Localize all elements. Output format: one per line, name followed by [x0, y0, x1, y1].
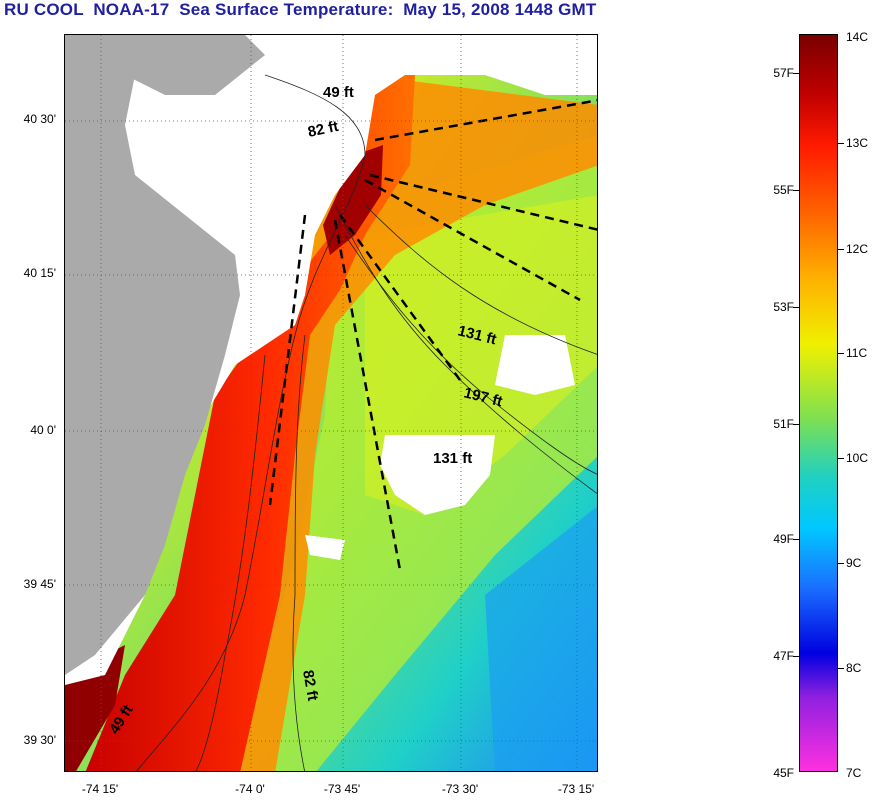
colorbar-f-57: 57F	[773, 66, 794, 80]
orange-sst-band	[225, 75, 597, 771]
colorbar-tick	[793, 307, 799, 308]
long-island-land	[65, 35, 265, 95]
colorbar-c-9: 9C	[846, 556, 862, 570]
sst-map-canvas: 49 ft 82 ft 131 ft 197 ft 131 ft 82 ft 4…	[65, 35, 597, 771]
depth-label-82ft-north: 82 ft	[306, 118, 340, 141]
colorbar-tick	[838, 353, 844, 354]
lat-label-40-30: 40 30'	[23, 112, 56, 126]
sst-map: 49 ft 82 ft 131 ft 197 ft 131 ft 82 ft 4…	[64, 34, 598, 772]
map-title: RU COOL NOAA-17 Sea Surface Temperature:…	[4, 0, 597, 19]
colorbar-c-13: 13C	[846, 136, 869, 150]
depth-label-131ft-south: 131 ft	[433, 450, 472, 467]
no-data-patch-small	[305, 535, 345, 560]
colorbar-c-12: 12C	[846, 242, 869, 256]
lon-label-73-15: -73 15'	[557, 782, 595, 796]
colorbar-tick	[838, 143, 844, 144]
colorbar-tick	[838, 668, 844, 669]
lat-label-40-15: 40 15'	[23, 266, 56, 280]
no-data-mask-nearshore	[65, 35, 597, 685]
graticule	[65, 35, 597, 771]
hudson-plume-warm-water	[323, 145, 383, 255]
colorbar-c-11: 11C	[846, 346, 868, 360]
colorbar-f-45: 45F	[773, 766, 794, 780]
colorbar-tick	[838, 249, 844, 250]
transect-lines	[268, 99, 597, 571]
colorbar-tick	[793, 73, 799, 74]
lon-label-73-45: -73 45'	[323, 782, 361, 796]
lon-label-74-15: -74 15'	[81, 782, 119, 796]
colorbar-f-49: 49F	[773, 532, 794, 546]
colorbar-tick	[838, 563, 844, 564]
colorbar-gradient	[800, 35, 837, 771]
colorbar-f-55: 55F	[773, 183, 794, 197]
lat-label-40-00: 40 0'	[30, 423, 56, 437]
temperature-colorbar	[799, 34, 838, 772]
colorbar-tick	[793, 539, 799, 540]
colorbar-tick	[793, 424, 799, 425]
depth-label-82ft-south: 82 ft	[299, 669, 321, 702]
colorbar-f-53: 53F	[773, 300, 794, 314]
lon-label-74-00: -74 0'	[235, 782, 265, 796]
colorbar-c-7: 7C	[846, 766, 862, 780]
cool-sst-band	[485, 506, 597, 771]
lon-label-73-30: -73 30'	[441, 782, 479, 796]
lat-label-39-30: 39 30'	[23, 733, 56, 747]
depth-label-49ft-north: 49 ft	[323, 84, 354, 101]
no-data-patch-offshore	[380, 435, 495, 515]
bathymetry-contours	[136, 74, 597, 771]
colorbar-tick	[793, 190, 799, 191]
lat-label-39-45: 39 45'	[23, 577, 56, 591]
colorbar-c-8: 8C	[846, 661, 862, 675]
no-data-patch-east	[495, 335, 575, 395]
colorbar-c-10: 10C	[846, 451, 869, 465]
colorbar-tick	[838, 458, 844, 459]
colorbar-f-47: 47F	[773, 649, 794, 663]
colorbar-f-51: 51F	[773, 417, 794, 431]
colorbar-tick	[793, 656, 799, 657]
colorbar-c-14: 14C	[846, 30, 869, 44]
new-jersey-land	[65, 35, 240, 675]
